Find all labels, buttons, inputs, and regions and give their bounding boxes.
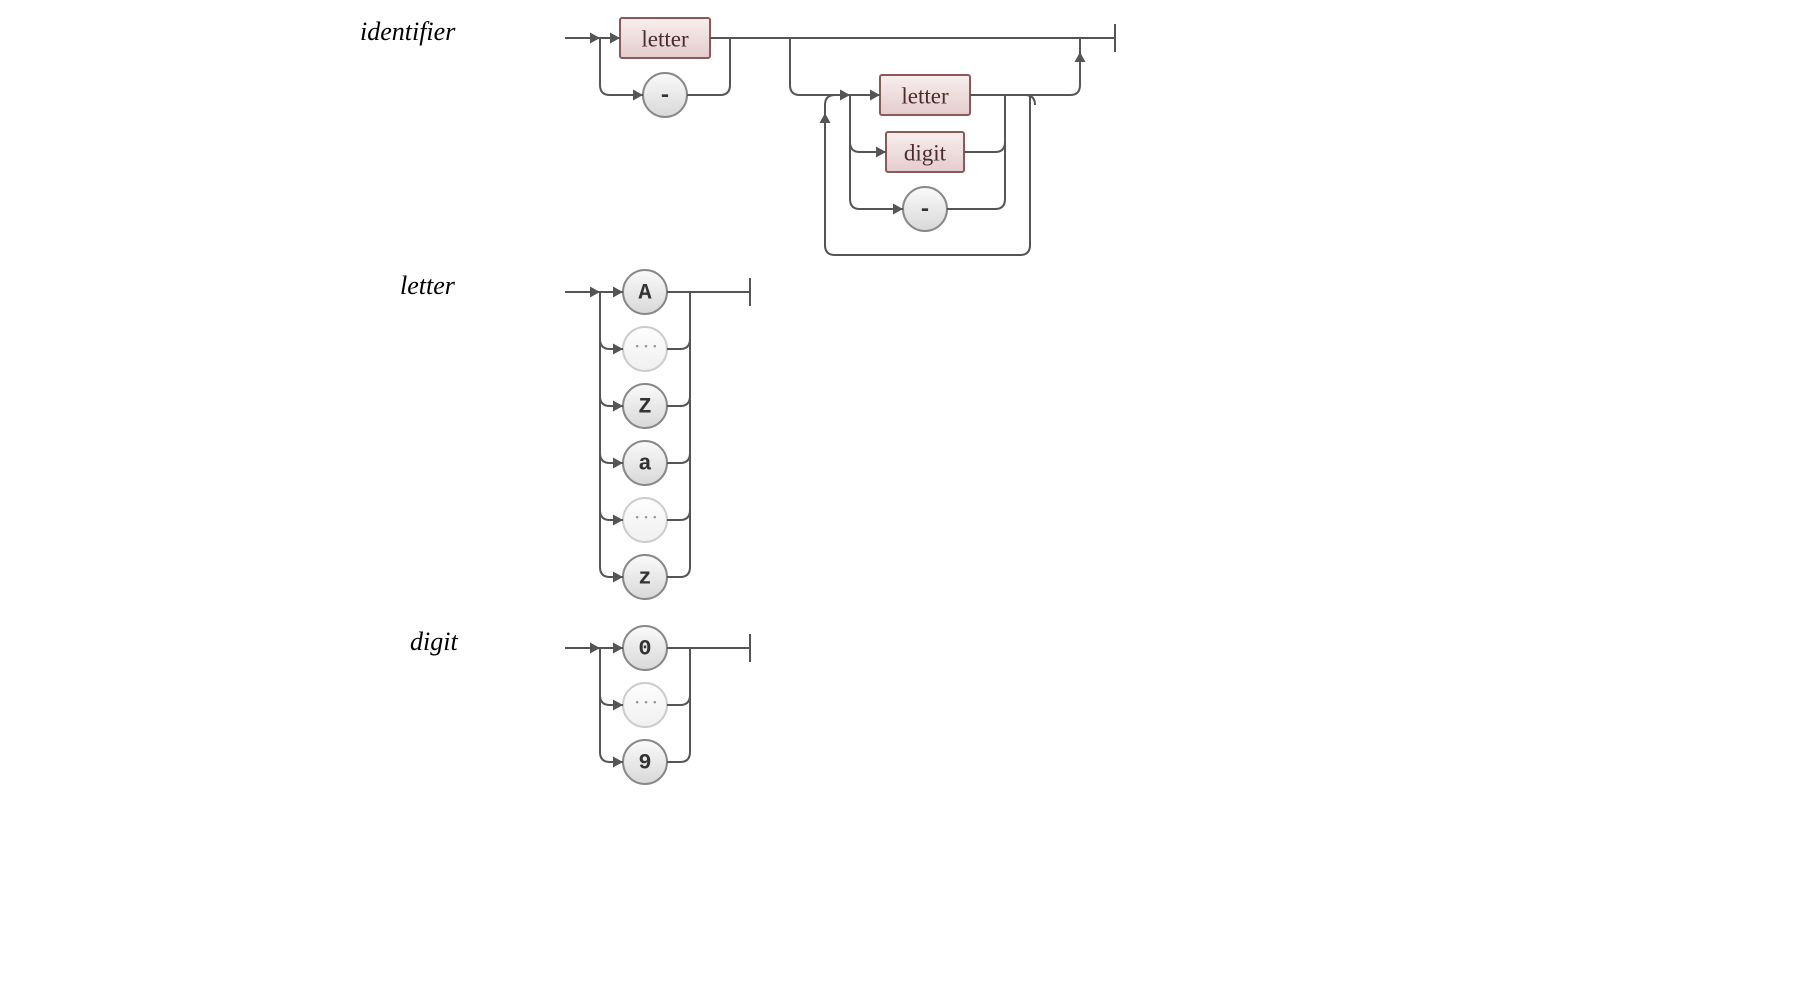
letter-terminal-z-label: z [638,566,651,591]
letter-terminal-A-label: A [638,281,652,306]
digit-ellipsis-label: · · · [634,690,657,715]
identifier-loop-terminal---label: - [918,198,931,223]
letter-terminal-a-label: a [638,452,651,477]
rule-label-digit: digit [410,627,458,656]
rule-label-identifier: identifier [360,17,456,46]
identifier-first-terminal---label: - [658,84,671,109]
identifier-loop-nonterminal-letter-label: letter [901,84,949,109]
letter-ellipsis-label: · · · [634,505,657,530]
digit-terminal-9-label: 9 [638,751,651,776]
letter-terminal-Z-label: Z [638,395,651,420]
railroad-diagram: identifier letter - letter digit - letter A · · … [0,0,1800,1000]
letter-ellipsis-label: · · · [634,334,657,359]
identifier-loop-nonterminal-digit-label: digit [904,141,947,166]
identifier-first-nonterminal-letter-label: letter [641,27,689,52]
digit-terminal-0-label: 0 [638,637,651,662]
rule-label-letter: letter [400,271,456,300]
